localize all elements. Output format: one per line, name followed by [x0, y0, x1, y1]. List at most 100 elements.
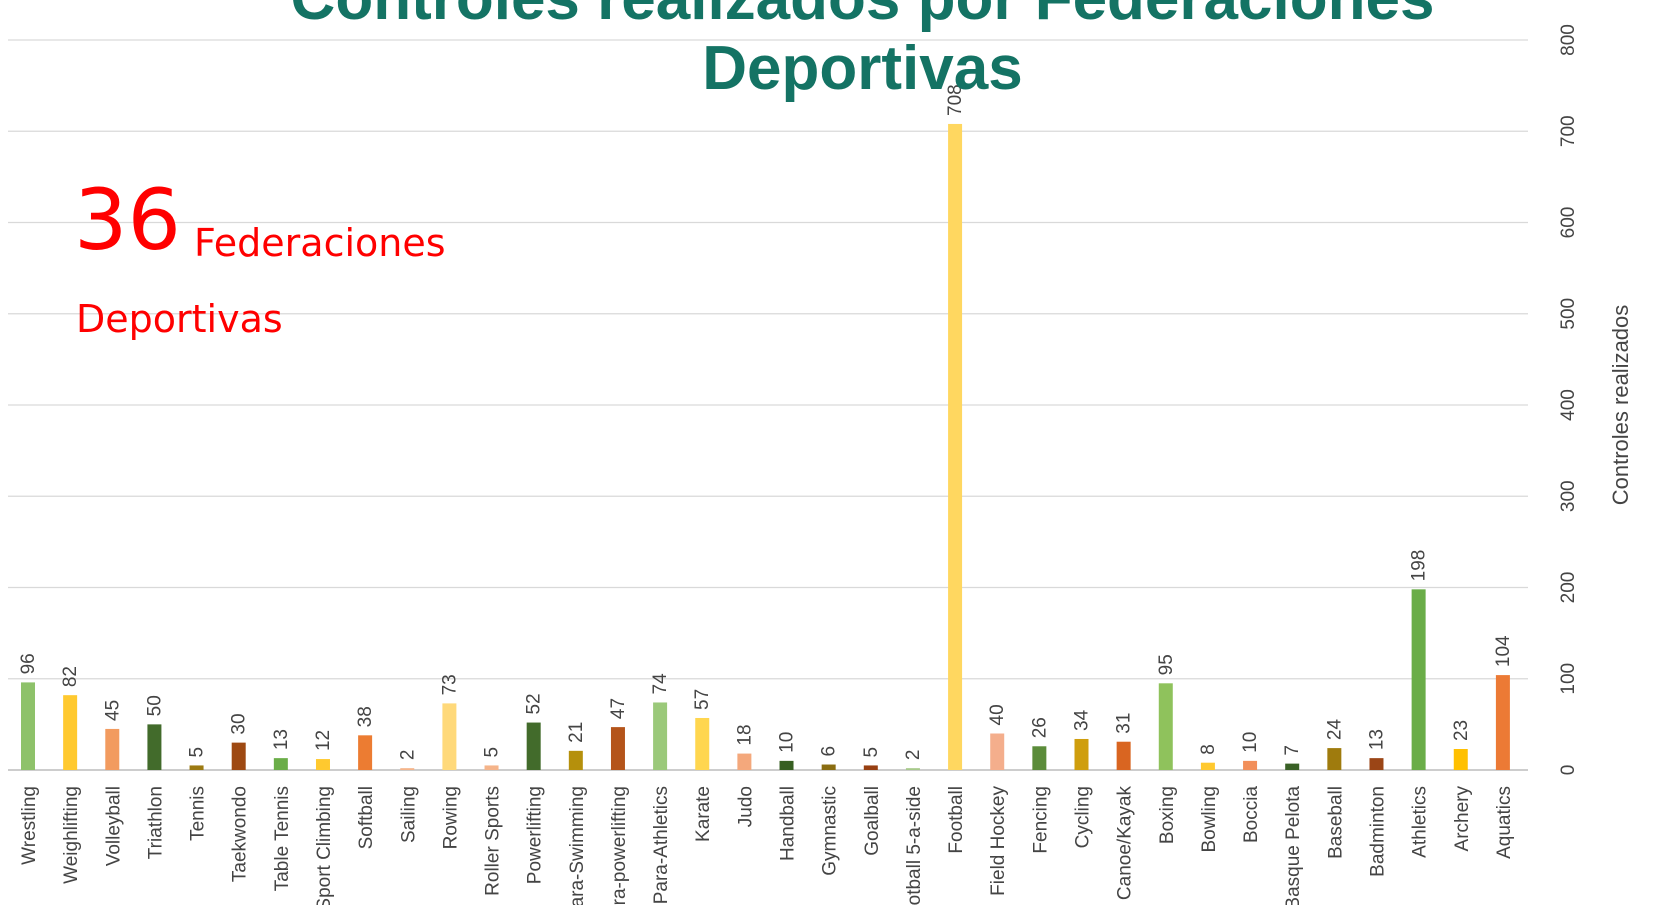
- data-label: 21: [566, 722, 587, 743]
- bar: [1495, 675, 1510, 770]
- category-label: Softball: [356, 786, 377, 849]
- category-label: Football 5-a-side: [904, 786, 925, 905]
- data-label: 5: [861, 747, 882, 758]
- category-label: Karate: [693, 786, 714, 842]
- category-label: Para-Athletics: [651, 786, 672, 904]
- category-label: Fencing: [1030, 786, 1051, 854]
- y-tick-label: 800: [1558, 24, 1579, 56]
- data-label: 57: [692, 689, 713, 710]
- bar: [653, 702, 668, 770]
- chart-title-line-1: Controles realizados por Federaciones: [0, 0, 1658, 30]
- data-label: 104: [1493, 635, 1514, 667]
- y-tick-label: 700: [1558, 115, 1579, 147]
- data-label: 31: [1114, 713, 1135, 734]
- category-label: Badminton: [1367, 786, 1388, 877]
- category-label: Triathlon: [145, 786, 166, 859]
- category-label: Tennis: [188, 786, 209, 841]
- category-label: Cycling: [1073, 786, 1094, 848]
- data-label: 74: [650, 673, 671, 695]
- data-label: 52: [524, 693, 545, 714]
- y-axis-ticks: 0 100 200 300 400 500 600 700 800: [1558, 24, 1579, 775]
- category-label: Volleyball: [103, 786, 124, 866]
- category-label: Judo: [735, 786, 756, 827]
- category-label: Para-powerlifting: [609, 786, 630, 905]
- data-label: 5: [482, 747, 503, 758]
- bar: [1327, 748, 1342, 770]
- category-label: Archery: [1452, 786, 1473, 852]
- category-label: Field Hockey: [988, 786, 1009, 896]
- category-label: Boccia: [1241, 786, 1262, 843]
- bar: [948, 123, 963, 770]
- data-label: 30: [229, 713, 250, 734]
- bar: [905, 768, 920, 770]
- category-label: Roller Sports: [483, 786, 504, 896]
- data-label: 96: [18, 653, 39, 674]
- data-label: 18: [734, 724, 755, 745]
- data-label: 12: [313, 730, 334, 751]
- y-tick-label: 500: [1558, 298, 1579, 330]
- data-label: 13: [271, 729, 292, 750]
- bar: [1369, 758, 1384, 770]
- category-label: Basque Pelota: [1283, 786, 1304, 905]
- category-label: Sailing: [398, 786, 419, 843]
- bar: [1453, 749, 1468, 770]
- bar: [105, 728, 120, 770]
- data-label: 10: [777, 732, 798, 753]
- bar: [526, 722, 541, 770]
- category-label: Powerlifting: [525, 786, 546, 884]
- bar: [1285, 763, 1300, 770]
- data-label: 26: [1029, 717, 1050, 738]
- category-labels: Wrestling Weighlifting Volleyball Triathlon…: [19, 786, 1515, 905]
- bar: [21, 682, 35, 770]
- bar: [442, 703, 457, 770]
- bar: [63, 695, 78, 770]
- category-label: Football: [946, 786, 967, 854]
- category-label: Para-Swimming: [567, 786, 588, 905]
- bar: [400, 768, 415, 770]
- federations-label-line-1: Federaciones: [194, 221, 446, 265]
- category-label: Wrestling: [19, 786, 40, 865]
- data-label: 73: [439, 674, 460, 695]
- chart-title-line-2: Deportivas: [702, 34, 1023, 103]
- bar: [863, 765, 878, 770]
- category-label: Bowling: [1199, 786, 1220, 853]
- data-label: 95: [1156, 654, 1177, 675]
- bar: [568, 750, 583, 770]
- data-label: 10: [1240, 732, 1261, 753]
- category-label: Gymnastic: [820, 786, 841, 876]
- category-label: Handball: [778, 786, 799, 861]
- category-label: Canoe/Kayak: [1115, 786, 1136, 901]
- category-label: Weighlifting: [61, 786, 82, 884]
- data-label: 45: [102, 700, 123, 721]
- y-tick-label: 100: [1558, 663, 1579, 695]
- data-label: 708: [945, 84, 966, 116]
- federations-label-line-2: Deportivas: [76, 297, 283, 341]
- data-label: 5: [187, 747, 208, 758]
- category-label: Athletics: [1410, 786, 1431, 858]
- bar: [1200, 762, 1215, 770]
- bar: [821, 764, 836, 770]
- data-label: 40: [987, 704, 1008, 725]
- data-label: 8: [1198, 744, 1219, 755]
- bar: [779, 760, 794, 770]
- y-tick-label: 200: [1558, 572, 1579, 604]
- category-label: Sport Climbing: [314, 786, 335, 905]
- y-axis-label: Controles realizados: [1608, 305, 1633, 506]
- data-label: 47: [608, 698, 629, 719]
- data-label: 2: [903, 750, 924, 761]
- bar: [273, 758, 288, 770]
- category-label: Boxing: [1157, 786, 1178, 844]
- bar: [990, 733, 1005, 770]
- category-label: Goalball: [862, 786, 883, 856]
- y-tick-label: 600: [1558, 207, 1579, 239]
- data-label: 82: [60, 666, 81, 687]
- data-label: 23: [1451, 720, 1472, 741]
- bar: [358, 735, 373, 770]
- data-label: 7: [1282, 745, 1303, 756]
- data-label: 38: [355, 706, 376, 727]
- y-tick-label: 400: [1558, 389, 1579, 421]
- data-label: 2: [397, 750, 418, 761]
